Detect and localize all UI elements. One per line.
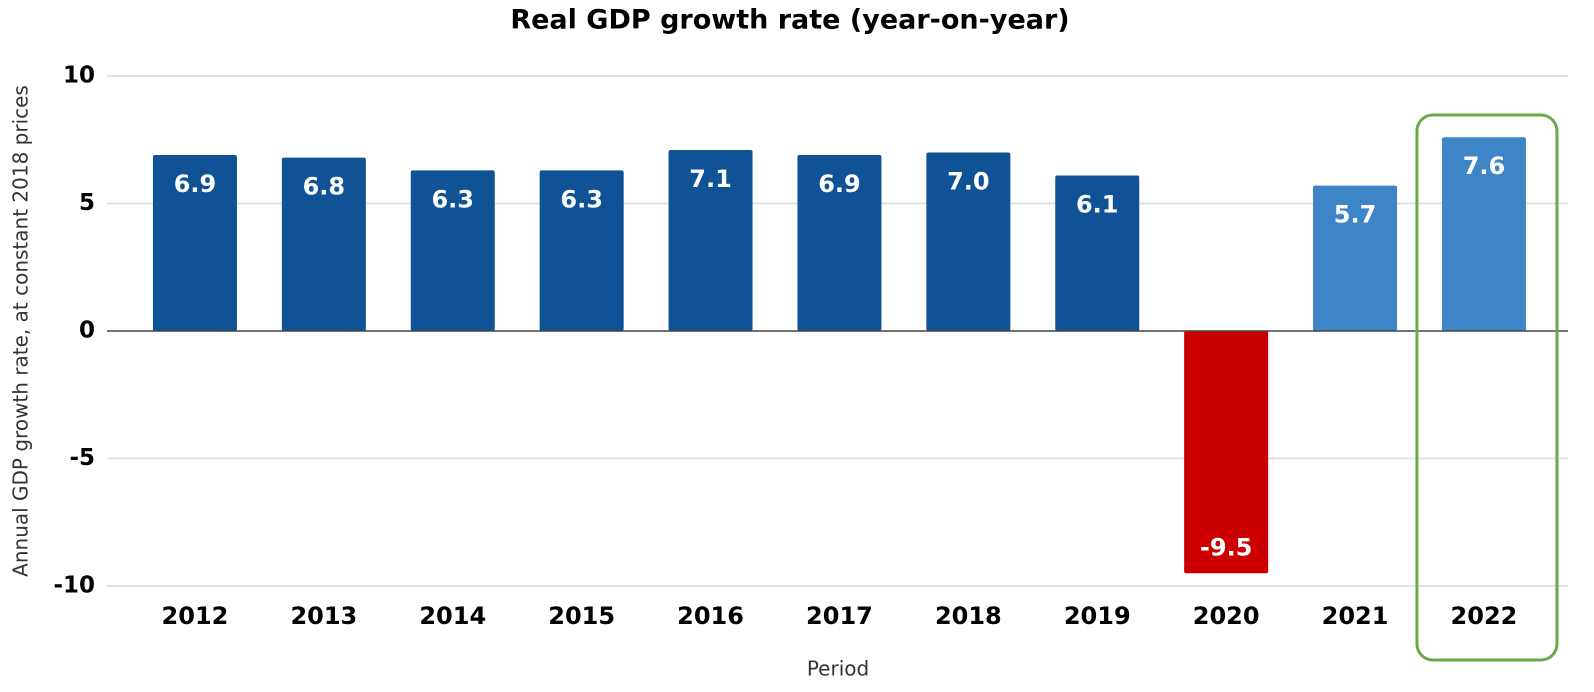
x-tick-label: 2014 [419, 602, 486, 630]
x-tick-label: 2016 [677, 602, 744, 630]
x-tick-label: 2020 [1193, 602, 1260, 630]
data-label: 7.0 [947, 168, 990, 196]
x-tick-label: 2022 [1451, 602, 1518, 630]
bar [281, 157, 366, 331]
x-tick-label: 2019 [1064, 602, 1131, 630]
bar [797, 155, 882, 331]
highlight-box [1415, 113, 1559, 662]
bar [152, 155, 237, 331]
data-label: -9.5 [1200, 533, 1252, 561]
y-tick-label: -10 [53, 573, 95, 599]
y-tick-label: -5 [69, 445, 95, 471]
chart-title: Real GDP growth rate (year-on-year) [510, 5, 1069, 36]
bar [1441, 137, 1526, 331]
data-label: 6.9 [818, 170, 861, 198]
y-tick-label: 0 [79, 318, 95, 344]
bar [410, 170, 495, 331]
data-label: 7.6 [1463, 152, 1506, 180]
x-tick-label: 2017 [806, 602, 873, 630]
data-label: 6.3 [431, 185, 474, 213]
bar [539, 170, 624, 331]
bar [668, 149, 753, 331]
x-tick-label: 2012 [162, 602, 229, 630]
bar [1313, 185, 1398, 331]
bar [1184, 331, 1269, 574]
bar [1055, 175, 1140, 331]
x-tick-label: 2013 [290, 602, 357, 630]
data-label: 6.3 [560, 185, 603, 213]
data-label: 6.8 [303, 173, 346, 201]
x-tick-label: 2021 [1322, 602, 1389, 630]
y-tick-label: 10 [63, 63, 95, 89]
bar [926, 152, 1011, 331]
x-tick-label: 2018 [935, 602, 1002, 630]
y-axis-label: Annual GDP growth rate, at constant 2018… [9, 85, 33, 577]
data-label: 6.9 [174, 170, 217, 198]
data-label: 7.1 [689, 165, 732, 193]
x-tick-label: 2015 [548, 602, 615, 630]
data-label: 6.1 [1076, 190, 1119, 218]
data-label: 5.7 [1334, 201, 1377, 229]
x-axis-label: Period [807, 657, 869, 681]
y-tick-label: 5 [79, 190, 95, 216]
